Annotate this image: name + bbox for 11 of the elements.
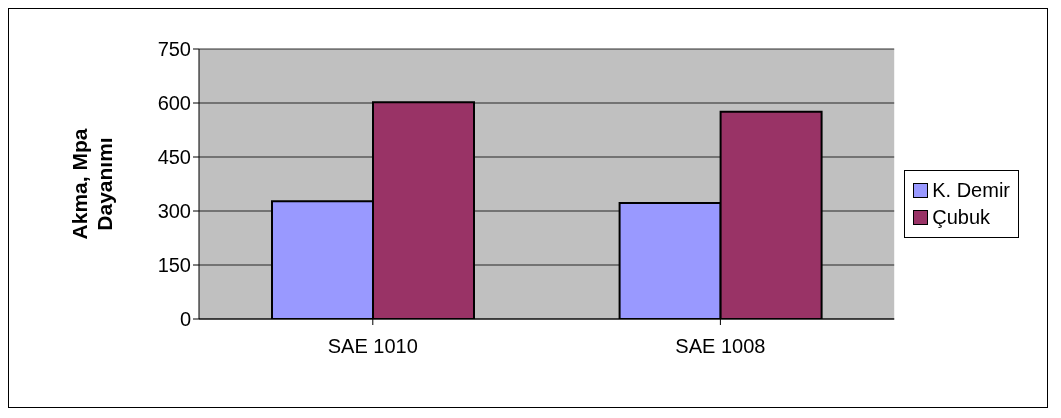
y-tick-label: 0 (179, 308, 191, 331)
x-tick-label: SAE 1010 (327, 335, 418, 358)
legend-label: Çubuk (932, 206, 991, 229)
x-tick-label: SAE 1008 (675, 335, 766, 358)
y-axis-title: Akma, Mpa Dayanımı (67, 128, 116, 240)
y-tick-label: 150 (157, 254, 191, 277)
legend-label: K. Demir (932, 179, 1010, 202)
y-tick-label: 600 (157, 92, 191, 115)
y-tick-label: 450 (157, 146, 191, 169)
y-tick-label: 300 (157, 200, 191, 223)
y-tick-label: 750 (157, 38, 191, 61)
